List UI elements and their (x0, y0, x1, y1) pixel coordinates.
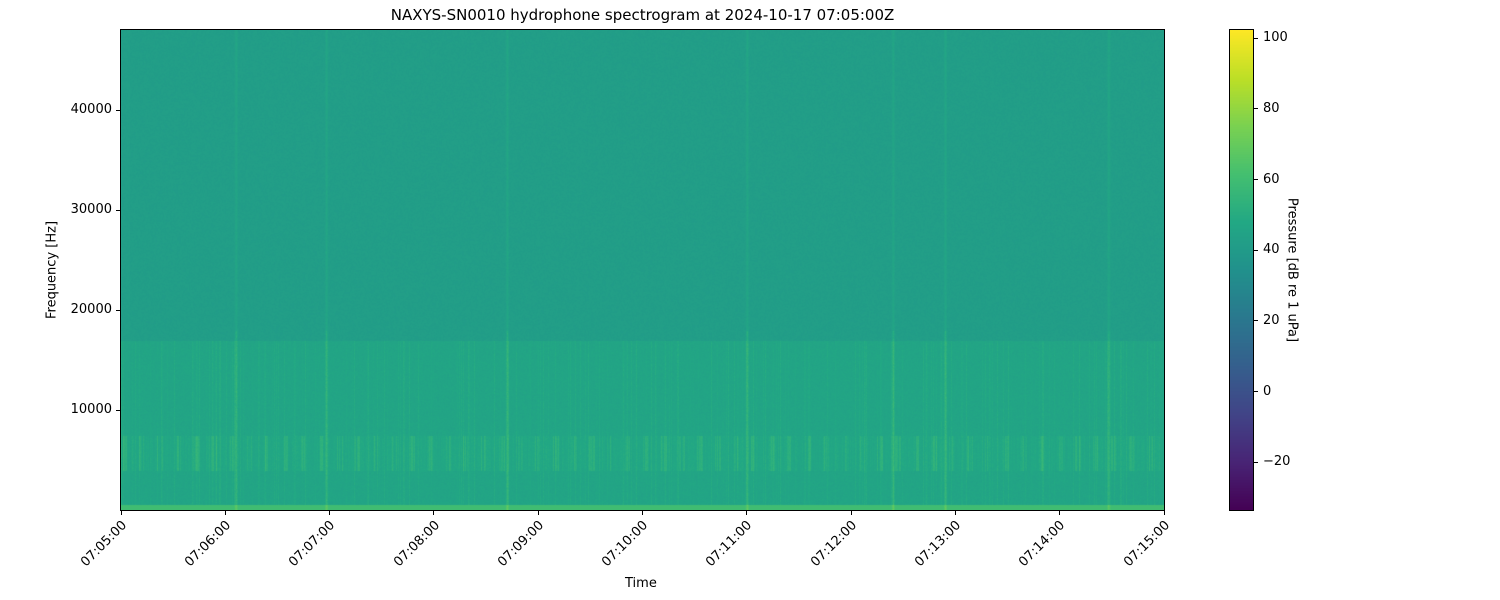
x-tick-mark (642, 510, 643, 515)
x-tick-mark (224, 510, 226, 515)
colorbar-tick-mark (1253, 179, 1258, 180)
x-tick-label: 07:12:00 (807, 518, 860, 570)
x-tick-mark (120, 510, 122, 515)
x-tick-label: 07:09:00 (494, 518, 547, 570)
y-tick-label: 40000 (70, 102, 112, 117)
spectrogram-heatmap (121, 30, 1164, 510)
x-tick-mark (850, 510, 852, 515)
colorbar-tick-mark (1253, 391, 1258, 393)
x-tick-mark (537, 510, 539, 515)
colorbar-tick-mark (1253, 249, 1258, 251)
x-tick-label: 07:14:00 (1016, 518, 1069, 570)
colorbar-tick-label: 40 (1263, 242, 1280, 258)
x-tick-mark (433, 510, 435, 515)
colorbar-tick-label: 20 (1263, 312, 1280, 328)
y-axis-label: Frequency [Hz] (44, 220, 60, 320)
colorbar-tick-mark (1253, 108, 1258, 110)
colorbar (1230, 30, 1253, 510)
colorbar-tick-label: 100 (1263, 30, 1288, 46)
chart-title: NAXYS-SN0010 hydrophone spectrogram at 2… (390, 6, 895, 24)
x-tick-label: 07:10:00 (599, 518, 652, 570)
colorbar-tick-mark (1253, 37, 1258, 39)
x-axis-label: Time (625, 576, 657, 591)
x-tick-mark (954, 510, 956, 515)
y-tick-label: 20000 (70, 302, 112, 317)
colorbar-tick-mark (1253, 320, 1258, 322)
x-tick-label: 07:06:00 (182, 518, 234, 570)
colorbar-tick-label: −20 (1263, 454, 1291, 470)
plot-frame (120, 29, 1165, 511)
x-tick-mark (1163, 510, 1165, 515)
x-tick-mark (1059, 510, 1061, 515)
x-tick-label: 07:08:00 (390, 518, 443, 570)
x-tick-label: 07:15:00 (1120, 518, 1173, 570)
x-tick-label: 07:11:00 (703, 518, 756, 570)
y-tick-mark (116, 109, 121, 111)
x-tick-mark (329, 510, 331, 515)
colorbar-tick-mark (1253, 461, 1258, 463)
colorbar-label: Pressure [dB re 1 uPa] (1284, 197, 1300, 343)
y-tick-label: 30000 (70, 202, 112, 217)
y-tick-mark (116, 409, 121, 411)
colorbar-tick-label: 60 (1263, 171, 1280, 187)
y-tick-mark (116, 309, 121, 311)
x-tick-mark (746, 510, 748, 515)
colorbar-tick-label: 80 (1263, 100, 1280, 116)
y-tick-mark (116, 209, 121, 211)
x-tick-label: 07:05:00 (77, 518, 130, 570)
y-tick-label: 10000 (70, 402, 112, 417)
x-tick-label: 07:07:00 (286, 518, 339, 570)
x-tick-label: 07:13:00 (912, 518, 965, 570)
colorbar-frame (1229, 29, 1254, 511)
colorbar-tick-label: 0 (1263, 383, 1272, 399)
